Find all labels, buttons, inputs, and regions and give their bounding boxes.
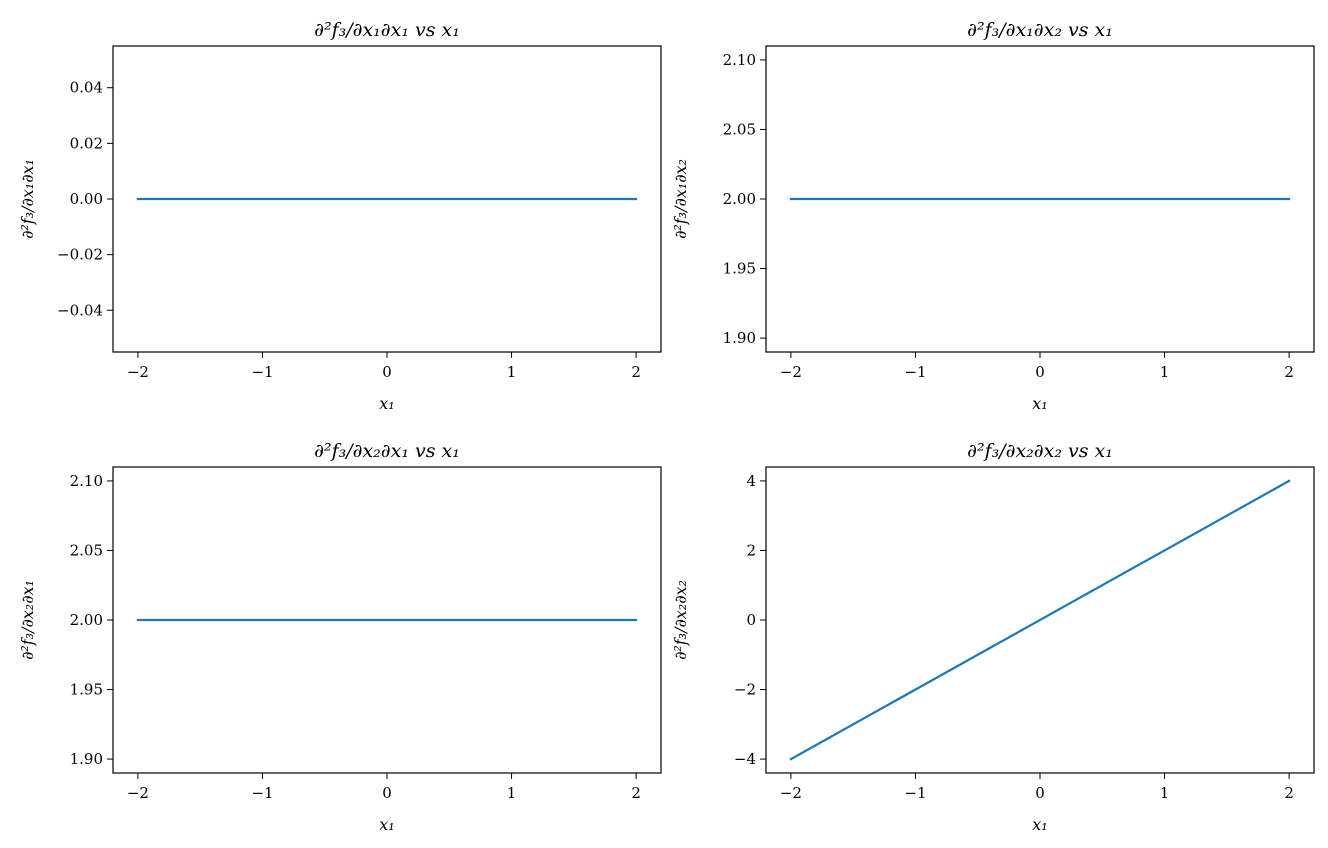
series-line [789, 479, 1291, 761]
y-tick-label: 2.00 [723, 190, 756, 208]
subplot-2: −2 −1 0 1 2 1.90 1.95 2.00 2.05 2.10 ∂²f₃/∂x₁∂x₂ v… [671, 19, 1315, 413]
x-tick-label: 2 [631, 363, 641, 381]
y-tick-label: 2.05 [723, 120, 756, 138]
y-axis-label: ∂²f₃/∂x₁∂x₂ [671, 159, 690, 239]
subplot-title: ∂²f₃/∂x₁∂x₂ vs x₁ [967, 19, 1113, 41]
y-tick-label: 0.02 [70, 134, 103, 152]
x-axis-label: x₁ [379, 394, 394, 413]
y-tick-label: 2 [746, 541, 756, 559]
y-axis-label: ∂²f₃/∂x₂∂x₂ [671, 580, 690, 660]
x-tick-label: 2 [631, 784, 641, 802]
x-tick-label: 0 [1035, 784, 1045, 802]
x-tick-label: −1 [904, 363, 926, 381]
subplot-title: ∂²f₃/∂x₂∂x₂ vs x₁ [967, 440, 1113, 462]
y-tick-label: 0.04 [70, 79, 103, 97]
y-tick-label: 4 [746, 472, 756, 490]
x-axis-label: x₁ [379, 815, 394, 834]
y-tick-label: 0.00 [70, 190, 103, 208]
x-tick-label: −2 [127, 784, 149, 802]
x-tick-label: −1 [251, 784, 273, 802]
y-tick-label: 2.10 [723, 51, 756, 69]
subplot-title: ∂²f₃/∂x₁∂x₁ vs x₁ [314, 19, 460, 41]
x-tick-label: −1 [251, 363, 273, 381]
x-tick-label: 1 [507, 784, 517, 802]
y-axis-label: ∂²f₃/∂x₂∂x₁ [18, 580, 37, 660]
y-tick-label: −0.04 [57, 301, 103, 319]
x-tick-label: 2 [1284, 784, 1294, 802]
x-tick-label: −2 [780, 784, 802, 802]
subplot-title: ∂²f₃/∂x₂∂x₁ vs x₁ [314, 440, 460, 462]
subplot-3: −2 −1 0 1 2 1.90 1.95 2.00 2.05 2.10 ∂²f₃/∂x₂∂x₁ v… [18, 440, 662, 834]
x-tick-label: 1 [1160, 784, 1170, 802]
x-axis-label: x₁ [1032, 815, 1047, 834]
x-tick-label: 0 [382, 784, 392, 802]
y-tick-label: 1.95 [70, 681, 103, 699]
y-tick-label: 2.05 [70, 541, 103, 559]
y-tick-label: −0.02 [57, 246, 103, 264]
x-tick-label: −2 [127, 363, 149, 381]
y-tick-label: −2 [734, 681, 756, 699]
y-tick-label: 0 [746, 611, 756, 629]
subplot-4: −2 −1 0 1 2 −4 −2 0 2 4 ∂²f₃/∂x₂∂x₂ vs x₁ x₁ ∂²f₃/∂x… [671, 440, 1315, 834]
y-tick-label: 1.90 [723, 329, 756, 347]
y-tick-label: −4 [734, 750, 756, 768]
y-tick-label: 1.95 [723, 260, 756, 278]
x-tick-label: 0 [1035, 363, 1045, 381]
y-tick-label: 2.00 [70, 611, 103, 629]
y-tick-label: 1.90 [70, 750, 103, 768]
y-tick-label: 2.10 [70, 472, 103, 490]
x-tick-label: −2 [780, 363, 802, 381]
y-axis-label: ∂²f₃/∂x₁∂x₁ [18, 159, 37, 239]
x-tick-label: 2 [1284, 363, 1294, 381]
x-tick-label: 1 [1160, 363, 1170, 381]
x-tick-label: 1 [507, 363, 517, 381]
subplot-1: −2 −1 0 1 2 −0.04 −0.02 0.00 0.02 0.04 ∂²f₃/∂x₁∂x₁… [18, 19, 662, 413]
x-tick-label: 0 [382, 363, 392, 381]
x-axis-label: x₁ [1032, 394, 1047, 413]
x-tick-label: −1 [904, 784, 926, 802]
